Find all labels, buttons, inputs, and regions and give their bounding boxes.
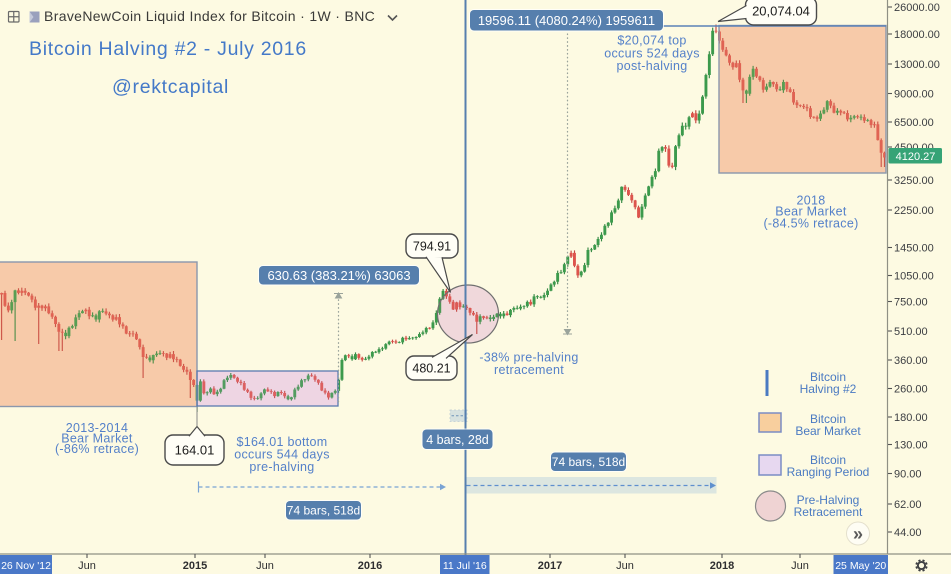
svg-text:Bitcoin: Bitcoin — [810, 370, 846, 384]
svg-text:occurs 524 days: occurs 524 days — [604, 47, 700, 61]
svg-text:retracement: retracement — [494, 363, 564, 377]
svg-text:»: » — [853, 524, 863, 544]
svg-text:18000.00: 18000.00 — [894, 29, 940, 41]
svg-text:2250.00: 2250.00 — [894, 205, 934, 217]
svg-text:360.00: 360.00 — [894, 355, 928, 367]
svg-text:2013-2014: 2013-2014 — [66, 421, 128, 435]
svg-text:164.01: 164.01 — [175, 443, 215, 458]
svg-text:-38% pre-halving: -38% pre-halving — [479, 351, 578, 365]
svg-text:26 Nov '12: 26 Nov '12 — [1, 560, 51, 572]
svg-text:1050.00: 1050.00 — [894, 271, 934, 283]
svg-text:25 May '20: 25 May '20 — [835, 560, 886, 572]
svg-text:post-halving: post-halving — [616, 59, 687, 73]
svg-text:Bitcoin: Bitcoin — [810, 453, 846, 467]
svg-text:4 bars, 28d: 4 bars, 28d — [426, 433, 489, 447]
svg-text:Ranging Period: Ranging Period — [787, 465, 870, 479]
svg-text:Bear Market: Bear Market — [795, 424, 861, 438]
svg-text:Jun: Jun — [256, 560, 274, 572]
svg-text:Jun: Jun — [616, 560, 634, 572]
svg-text:13000.00: 13000.00 — [894, 59, 940, 71]
svg-text:@rektcapital: @rektcapital — [112, 76, 229, 98]
svg-text:Halving #2: Halving #2 — [800, 382, 857, 396]
svg-text:6500.00: 6500.00 — [894, 117, 934, 129]
svg-text:$164.01 bottom: $164.01 bottom — [236, 435, 327, 449]
svg-text:Jun: Jun — [791, 560, 809, 572]
svg-text:2018: 2018 — [710, 560, 734, 572]
svg-text:Bear Market: Bear Market — [775, 205, 847, 219]
svg-text:2016: 2016 — [358, 560, 382, 572]
svg-text:130.00: 130.00 — [894, 440, 928, 452]
svg-text:(-86% retrace): (-86% retrace) — [55, 442, 139, 456]
svg-text:2018: 2018 — [796, 194, 825, 208]
svg-text:(-84.5% retrace): (-84.5% retrace) — [763, 217, 858, 231]
svg-text:Bear Market: Bear Market — [61, 432, 133, 446]
svg-text:$20,074 top: $20,074 top — [617, 34, 686, 48]
svg-text:4120.27: 4120.27 — [896, 151, 936, 163]
svg-text:794.91: 794.91 — [413, 240, 451, 254]
svg-text:90.00: 90.00 — [894, 469, 922, 481]
svg-text:510.00: 510.00 — [894, 326, 928, 338]
svg-text:480.21: 480.21 — [412, 362, 450, 376]
svg-text:pre-halving: pre-halving — [249, 460, 314, 474]
svg-text:2017: 2017 — [538, 560, 562, 572]
svg-text:26000.00: 26000.00 — [894, 2, 940, 14]
svg-text:74 bars, 518d: 74 bars, 518d — [552, 455, 625, 469]
svg-text:19596.11 (4080.24%) 1959611: 19596.11 (4080.24%) 1959611 — [478, 13, 655, 28]
svg-text:9000.00: 9000.00 — [894, 89, 934, 101]
svg-text:2015: 2015 — [183, 560, 207, 572]
svg-text:BraveNewCoin Liquid Index for: BraveNewCoin Liquid Index for Bitcoin · … — [44, 8, 375, 24]
svg-text:180.00: 180.00 — [894, 412, 928, 424]
svg-text:630.63 (383.21%) 63063: 630.63 (383.21%) 63063 — [267, 268, 410, 283]
svg-text:260.00: 260.00 — [894, 384, 928, 396]
svg-text:Pre-Halving: Pre-Halving — [797, 493, 860, 507]
svg-text:3250.00: 3250.00 — [894, 175, 934, 187]
svg-text:Bitcoin: Bitcoin — [810, 412, 846, 426]
svg-text:750.00: 750.00 — [894, 297, 928, 309]
svg-text:74 bars, 518d: 74 bars, 518d — [287, 504, 360, 518]
svg-text:20,074.04: 20,074.04 — [752, 4, 810, 19]
svg-text:11 Jul '16: 11 Jul '16 — [443, 560, 487, 572]
svg-text:Jun: Jun — [78, 560, 96, 572]
svg-text:44.00: 44.00 — [894, 527, 922, 539]
svg-text:Bitcoin Halving #2 - July 2016: Bitcoin Halving #2 - July 2016 — [29, 38, 307, 60]
svg-text:62.00: 62.00 — [894, 499, 922, 511]
svg-text:1450.00: 1450.00 — [894, 243, 934, 255]
svg-text:occurs 544 days: occurs 544 days — [234, 448, 330, 462]
svg-text:Retracement: Retracement — [794, 505, 863, 519]
